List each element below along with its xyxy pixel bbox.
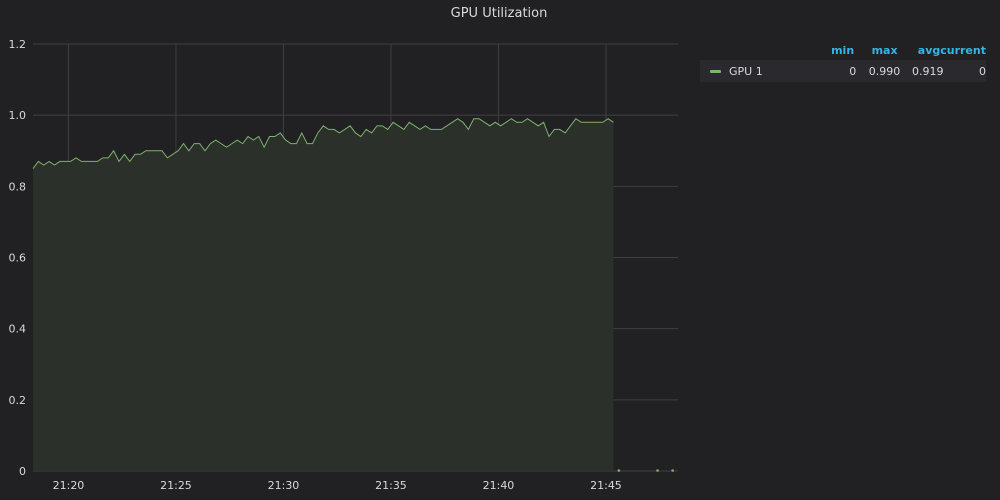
series-point [671,469,674,472]
legend: min max avg current GPU 1 0 0.990 0.919 … [700,40,986,82]
x-axis-ticks: 21:20 21:25 21:30 21:35 21:40 21:45 [53,479,622,492]
x-tick-label: 21:30 [268,479,300,492]
y-axis-ticks: 0 0.2 0.4 0.6 0.8 1.0 1.2 [9,38,27,478]
series-color-swatch[interactable] [710,69,721,73]
x-tick-label: 21:40 [483,479,515,492]
legend-value-min: 0 [849,64,857,78]
legend-header-avg[interactable]: avg [917,43,941,57]
legend-row-gpu-1[interactable]: GPU 1 0 0.990 0.919 0 [700,60,986,82]
y-tick-label: 0.8 [9,180,27,193]
x-tick-label: 21:20 [53,479,85,492]
series-point [656,469,659,472]
series-area-fill [33,118,614,471]
legend-header: min max avg current [700,40,986,60]
series-points [617,469,674,472]
y-tick-label: 0.6 [9,252,27,265]
legend-value-avg: 0.919 [912,64,944,78]
y-tick-label: 0 [19,465,26,478]
legend-header-min[interactable]: min [831,43,855,57]
panel-title: GPU Utilization [450,6,548,21]
legend-header-current[interactable]: current [940,43,986,57]
legend-series-name[interactable]: GPU 1 [729,64,763,78]
y-tick-label: 1.0 [9,109,27,122]
y-tick-label: 1.2 [9,38,27,51]
x-tick-label: 21:35 [375,479,407,492]
legend-header-max[interactable]: max [871,43,898,57]
series-point [617,469,621,472]
legend-value-current: 0 [978,64,986,78]
y-tick-label: 0.2 [9,394,27,407]
legend-value-max: 0.990 [868,64,901,78]
series-line-gpu-1 [32,118,614,169]
x-tick-label: 21:45 [590,479,622,492]
y-tick-label: 0.4 [9,323,27,336]
x-tick-label: 21:25 [160,479,192,492]
